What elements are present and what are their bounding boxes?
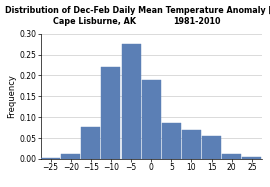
Text: Cape Lisburne, AK: Cape Lisburne, AK	[53, 17, 136, 26]
Text: 1981-2010: 1981-2010	[173, 17, 221, 26]
Bar	[81, 127, 100, 159]
Bar	[182, 130, 201, 159]
Bar	[242, 157, 261, 159]
Bar	[142, 80, 161, 159]
Bar	[102, 67, 120, 159]
Bar	[122, 44, 140, 159]
Bar	[202, 136, 221, 159]
Text: Distribution of Dec-Feb Daily Mean Temperature Anomaly [°C]: Distribution of Dec-Feb Daily Mean Tempe…	[5, 6, 270, 15]
Bar	[222, 154, 241, 159]
Bar	[41, 158, 60, 159]
Bar	[61, 154, 80, 159]
Bar	[162, 123, 181, 159]
Y-axis label: Frequency: Frequency	[8, 74, 16, 118]
